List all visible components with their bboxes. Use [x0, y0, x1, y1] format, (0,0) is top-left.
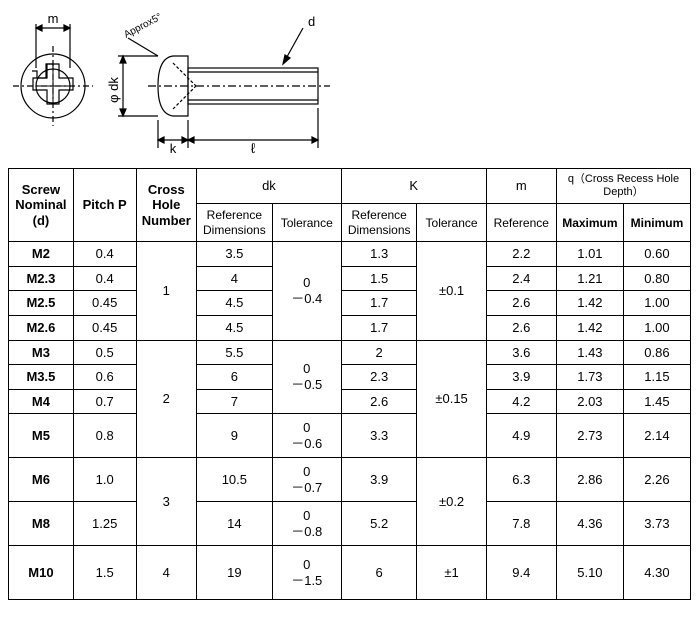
table-body: M20.413.50 －0.41.3±0.12.21.010.60M2.30.4… — [9, 242, 691, 600]
table-row: M50.890 －0.63.34.92.732.14 — [9, 414, 691, 458]
hdr-pitch: Pitch P — [73, 169, 136, 242]
table-row: M40.772.64.22.031.45 — [9, 389, 691, 414]
hdr-cross: Cross Hole Number — [136, 169, 197, 242]
label-l: ℓ — [251, 140, 256, 156]
table-row: M2.30.441.52.41.210.80 — [9, 266, 691, 291]
table-row: M81.25140 －0.85.27.84.363.73 — [9, 502, 691, 546]
hdr-q-max: Maximum — [556, 204, 623, 242]
table-row: M101.54190 －1.56±19.45.104.30 — [9, 546, 691, 600]
table-row: M3.50.662.33.91.731.15 — [9, 365, 691, 390]
spec-table: Screw Nominal (d) Pitch P Cross Hole Num… — [8, 168, 691, 600]
label-k: k — [170, 141, 177, 156]
hdr-dk-tol: Tolerance — [272, 204, 341, 242]
hdr-K-ref: Reference Dimensions — [341, 204, 417, 242]
hdr-K-tol: Tolerance — [417, 204, 486, 242]
hdr-K: K — [341, 169, 486, 204]
hdr-m: m — [486, 169, 556, 204]
table-row: M2.50.454.51.72.61.421.00 — [9, 291, 691, 316]
table-row: M2.60.454.51.72.61.421.00 — [9, 315, 691, 340]
label-m: m — [48, 11, 59, 26]
hdr-dk-ref: Reference Dimensions — [197, 204, 273, 242]
hdr-q: q（Cross Recess Hole Depth） — [556, 169, 690, 204]
label-dk: φ dk — [106, 77, 121, 103]
hdr-dk: dk — [197, 169, 342, 204]
hdr-m-ref: Reference — [486, 204, 556, 242]
table-row: M20.413.50 －0.41.3±0.12.21.010.60 — [9, 242, 691, 267]
screw-diagram: m d Approx5° φ dk k — [8, 8, 348, 158]
label-approx5: Approx5° — [122, 12, 164, 41]
hdr-q-min: Minimum — [623, 204, 690, 242]
table-row: M30.525.50 －0.52±0.153.61.430.86 — [9, 340, 691, 365]
table-row: M61.0310.50 －0.73.9±0.26.32.862.26 — [9, 458, 691, 502]
hdr-screw-nominal: Screw Nominal (d) — [9, 169, 74, 242]
label-d: d — [308, 14, 315, 29]
